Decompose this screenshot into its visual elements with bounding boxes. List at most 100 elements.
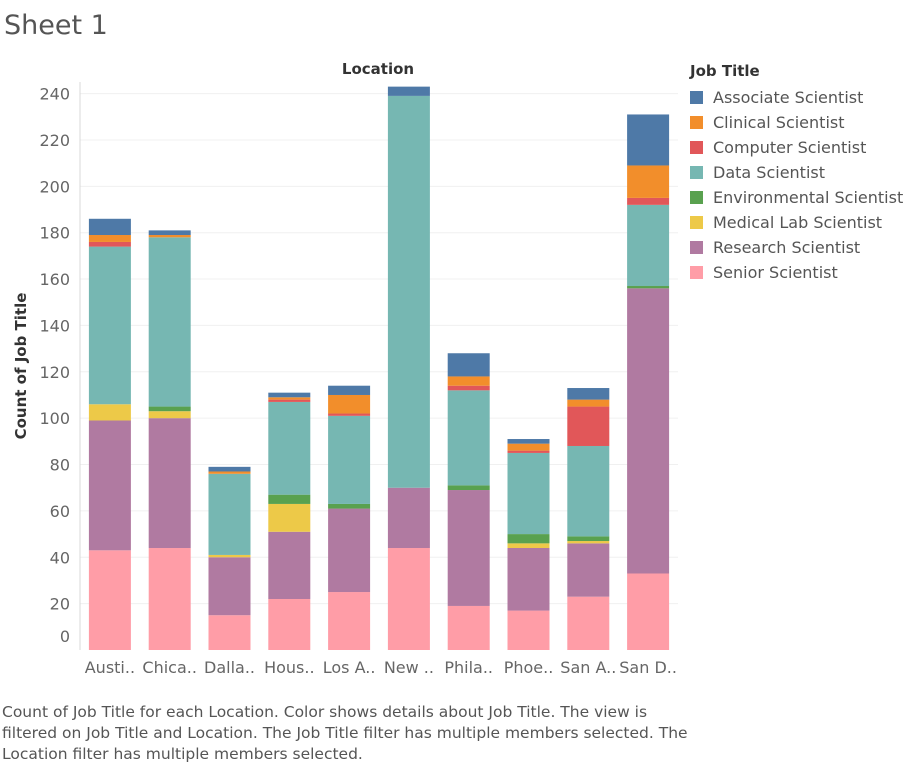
bar-segment [148, 235, 191, 238]
legend-item[interactable]: Research Scientist [690, 235, 903, 260]
legend-swatch [690, 116, 703, 129]
legend-item[interactable]: Medical Lab Scientist [690, 210, 903, 235]
bar-segment [567, 543, 610, 597]
bar-segment [507, 534, 550, 544]
legend-swatch [690, 91, 703, 104]
bar-segment [387, 547, 430, 650]
x-tick-label: Phila.. [444, 658, 493, 677]
x-tick-label: Austi.. [85, 658, 135, 677]
bar-segment [328, 413, 371, 416]
bar-segment [88, 246, 131, 405]
y-tick-label: 160 [39, 270, 70, 289]
bar-segment [567, 388, 610, 400]
bar-segment [328, 394, 371, 414]
x-tick-label: Hous.. [264, 658, 314, 677]
bar-segment [88, 241, 131, 247]
bar-segment [507, 547, 550, 611]
bar-segment [447, 605, 490, 650]
x-tick-label: San D.. [619, 658, 677, 677]
bar-segment [268, 397, 311, 400]
legend-swatch [690, 216, 703, 229]
x-tick-label: Dalla.. [204, 658, 255, 677]
bar-segment [447, 490, 490, 606]
legend-item[interactable]: Environmental Scientist [690, 185, 903, 210]
legend-label: Associate Scientist [713, 88, 864, 107]
y-tick-label: 20 [50, 595, 70, 614]
bar-segment [447, 485, 490, 491]
bar-segment [627, 197, 670, 205]
bar-segment [328, 508, 371, 593]
bar-segment [328, 592, 371, 650]
bar-segment [148, 406, 191, 412]
bar-segment [627, 288, 670, 574]
chart-title: Location [342, 60, 414, 78]
legend-label: Research Scientist [713, 238, 861, 257]
chart-caption: Count of Job Title for each Location. Co… [2, 703, 688, 763]
bar-segment [88, 218, 131, 236]
y-axis-title: Count of Job Title [12, 293, 30, 440]
bar-segment [507, 439, 550, 444]
legend-item[interactable]: Senior Scientist [690, 260, 903, 285]
bar-segment [268, 598, 311, 650]
bar-segment [567, 406, 610, 446]
bar-segment [627, 204, 670, 287]
bar-segment [268, 503, 311, 532]
bar-segment [447, 390, 490, 486]
legend-item[interactable]: Computer Scientist [690, 135, 903, 160]
bar-segment [208, 615, 251, 650]
bar-segment [507, 452, 550, 535]
x-tick-label: Chica.. [142, 658, 197, 677]
bar-segment [387, 86, 430, 96]
legend-swatch [690, 191, 703, 204]
bar-segment [447, 376, 490, 386]
bar-segment [328, 503, 371, 509]
bar-segment [208, 557, 251, 616]
legend-label: Senior Scientist [713, 263, 838, 282]
y-tick-label: 180 [39, 224, 70, 243]
bar-segment [328, 415, 371, 504]
bar-segment [268, 494, 311, 504]
bar-segment [88, 404, 131, 421]
x-tick-label: Phoe.. [504, 658, 554, 677]
bar-segment [447, 385, 490, 391]
bar-segment [567, 445, 610, 537]
bar-segment [627, 165, 670, 198]
bar-segment [148, 411, 191, 419]
x-tick-label: San A.. [560, 658, 616, 677]
y-tick-label: 140 [39, 316, 70, 335]
legend-item[interactable]: Data Scientist [690, 160, 903, 185]
legend-item[interactable]: Clinical Scientist [690, 110, 903, 135]
bar-segment [268, 531, 311, 599]
bar-segment [567, 596, 610, 650]
bar-segment [567, 399, 610, 407]
legend: Job Title Associate Scientist Clinical Sc… [690, 62, 903, 285]
legend-item[interactable]: Associate Scientist [690, 85, 903, 110]
bar-segment [208, 471, 251, 474]
bar-segment [627, 114, 670, 166]
y-tick-label: 80 [50, 456, 70, 475]
bar-segment [507, 450, 550, 453]
legend-label: Environmental Scientist [713, 188, 904, 207]
bar-segment [328, 385, 371, 395]
x-tick-label: New .. [384, 658, 434, 677]
legend-label: Data Scientist [713, 163, 825, 182]
stacked-bar-chart: 0 20 40 60 80 100 120 140 160 180 200 220 240 Count o… [12, 60, 678, 677]
bar-segment [567, 541, 610, 544]
bar-segment [208, 554, 251, 558]
legend-swatch [690, 241, 703, 254]
legend-items: Associate Scientist Clinical Scientist Com… [690, 85, 903, 285]
sheet-title: Sheet 1 [4, 10, 108, 41]
y-tick-label: 0 [60, 627, 70, 646]
bar-segment [88, 235, 131, 242]
x-tick-label: Los A.. [323, 658, 376, 677]
bar-segment [507, 443, 550, 451]
legend-label: Medical Lab Scientist [713, 213, 883, 232]
y-tick-label: 40 [50, 548, 70, 567]
legend-label: Clinical Scientist [713, 113, 845, 132]
bar-segment [507, 610, 550, 650]
bar-segment [88, 550, 131, 650]
bar-segment [88, 420, 131, 551]
bar-segment [507, 543, 550, 548]
y-tick-label: 60 [50, 502, 70, 521]
bar-segment [627, 286, 670, 289]
